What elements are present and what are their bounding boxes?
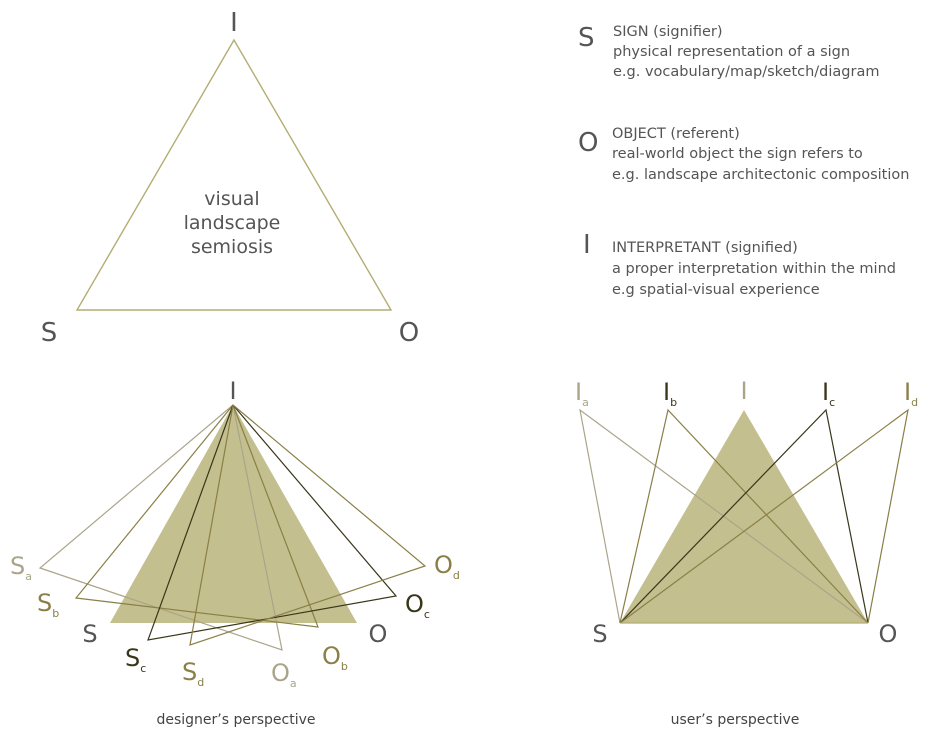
- user-main-triangle: [620, 410, 868, 623]
- user-vertex-o: O: [879, 620, 898, 648]
- legend-desc-o: real-world object the sign refers to: [612, 146, 863, 162]
- designer-o-b: Ob: [322, 642, 348, 673]
- designer-main-triangle: [110, 405, 357, 623]
- legend-title-s: SIGN (signifier): [613, 24, 723, 40]
- designer-s-a: Sa: [10, 552, 32, 583]
- user-line-c: [619, 408, 869, 624]
- designer-o-d: Od: [434, 551, 460, 582]
- top-vertex-s: S: [41, 318, 58, 348]
- legend-letter-i: I: [583, 230, 591, 260]
- user-vertex-i: I: [740, 377, 747, 405]
- legend-desc-i: a proper interpretation within the mind: [612, 261, 896, 277]
- legend-example-s: e.g. vocabulary/map/sketch/diagram: [613, 64, 879, 80]
- user-i-d: Id: [904, 378, 918, 409]
- top-triangle: [75, 38, 393, 311]
- designer-vertex-s: S: [82, 620, 97, 648]
- designer-perspective: I S O Sa Sb Sc Sd Oa Ob Oc Od designer’s…: [10, 377, 460, 728]
- designer-line-b: [74, 404, 319, 628]
- user-perspective: I S O Ia Ib Ic Id user’s perspective: [575, 377, 918, 728]
- user-i-a: Ia: [575, 378, 589, 409]
- designer-vertex-o: O: [369, 620, 388, 648]
- designer-o-a: Oa: [271, 659, 297, 690]
- legend-title-i: INTERPRETANT (signified): [612, 240, 798, 256]
- designer-s-c: Sc: [125, 644, 146, 675]
- user-line-b: [619, 408, 869, 624]
- legend-example-i: e.g spatial-visual experience: [612, 282, 820, 298]
- user-i-c: Ic: [822, 378, 835, 409]
- designer-o-c: Oc: [405, 590, 430, 621]
- legend-object: O OBJECT (referent) real-world object th…: [578, 126, 909, 183]
- legend-title-o: OBJECT (referent): [612, 126, 740, 142]
- user-vertex-s: S: [592, 620, 607, 648]
- designer-caption: designer’s perspective: [156, 712, 315, 728]
- legend-letter-o: O: [578, 128, 598, 158]
- user-i-b: Ib: [663, 378, 677, 409]
- designer-s-b: Sb: [37, 589, 59, 620]
- legend-sign: S SIGN (signifier) physical representati…: [578, 23, 879, 80]
- legend-example-o: e.g. landscape architectonic composition: [612, 167, 909, 183]
- top-vertex-i: I: [230, 8, 238, 38]
- designer-vertex-i: I: [229, 377, 236, 405]
- designer-line-d: [189, 404, 427, 646]
- designer-line-a: [38, 404, 283, 651]
- legend-desc-s: physical representation of a sign: [613, 44, 850, 60]
- user-line-d: [619, 408, 909, 624]
- designer-s-d: Sd: [182, 658, 204, 689]
- legend-interpretant: I INTERPRETANT (signified) a proper inte…: [583, 230, 896, 298]
- center-line-3: semiosis: [191, 236, 273, 258]
- center-line-2: landscape: [184, 212, 281, 234]
- top-vertex-o: O: [399, 318, 419, 348]
- user-line-a: [579, 408, 869, 624]
- legend-letter-s: S: [578, 23, 595, 53]
- user-caption: user’s perspective: [671, 712, 800, 728]
- center-line-1: visual: [204, 188, 259, 210]
